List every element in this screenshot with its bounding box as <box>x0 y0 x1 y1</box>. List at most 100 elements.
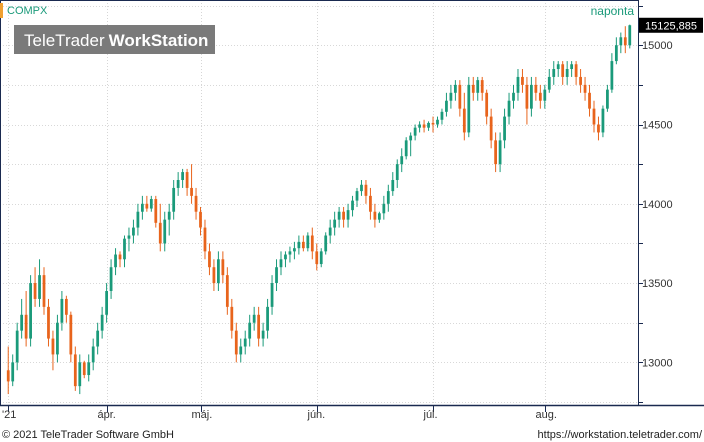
candle-body <box>377 213 381 220</box>
candle-body <box>288 251 292 255</box>
candle-body <box>217 259 220 284</box>
candle-body <box>293 248 296 252</box>
candle-body <box>386 191 390 204</box>
symbol-accent-bar <box>0 3 3 18</box>
candle-body <box>279 259 283 268</box>
candle-body <box>257 314 261 339</box>
candle-body <box>570 64 574 70</box>
candle-body <box>592 108 596 125</box>
candle-body <box>234 330 238 355</box>
candle-body <box>471 84 475 93</box>
candle-body <box>225 275 229 307</box>
candle-body <box>230 306 234 331</box>
candle-body <box>431 122 435 125</box>
candle-body <box>266 306 269 331</box>
candle-body <box>507 100 511 117</box>
candle-body <box>315 251 319 265</box>
candle-body <box>194 195 198 212</box>
candle-body <box>203 227 207 252</box>
candle-body <box>248 322 252 339</box>
candle-body <box>306 235 310 249</box>
candle-body <box>6 370 10 382</box>
candle-body <box>427 122 430 128</box>
candle-body <box>391 180 395 192</box>
candle-body <box>60 298 64 323</box>
candle-body <box>516 76 520 93</box>
candle-body <box>561 64 565 77</box>
candle-body <box>619 37 623 46</box>
candle-body <box>297 241 301 249</box>
candle-body <box>319 251 323 265</box>
candle-body <box>413 127 417 136</box>
y-tick-label: 14500 <box>642 120 673 132</box>
candle-body <box>458 84 462 109</box>
candle-body <box>552 69 556 77</box>
candle-body <box>243 338 247 347</box>
candle-body <box>360 184 363 192</box>
candle-body <box>436 119 439 125</box>
candle-body <box>623 37 627 46</box>
candle-body <box>422 124 426 128</box>
candle-body <box>489 116 493 141</box>
candle-body <box>261 330 265 339</box>
candle-body <box>606 89 609 109</box>
candle-body <box>181 172 185 181</box>
candle-body <box>20 314 24 331</box>
candle-body <box>87 362 91 376</box>
candle-body <box>132 227 135 236</box>
candle-body <box>476 80 480 93</box>
candle-body <box>346 210 350 220</box>
candle-body <box>270 283 274 307</box>
candle-body <box>628 25 632 46</box>
candle-body <box>109 267 113 292</box>
candle-body <box>252 314 256 323</box>
candle-body <box>96 330 100 347</box>
y-tick-label: 14000 <box>642 199 673 211</box>
candle-body <box>190 187 193 196</box>
candle-body <box>140 203 144 212</box>
candle-body <box>51 338 55 355</box>
y-tick-label: 15000 <box>642 40 673 52</box>
candle-body <box>409 135 413 141</box>
x-tick-label: aug. <box>536 409 557 421</box>
candle-body <box>579 76 582 85</box>
candle-body <box>199 211 202 228</box>
candle-body <box>534 84 538 93</box>
candle-body <box>105 291 108 315</box>
candle-body <box>342 211 345 220</box>
candle-body <box>11 362 15 382</box>
grid-lines <box>0 0 638 405</box>
candle-body <box>440 111 444 120</box>
x-tick-label: ápr. <box>98 409 116 421</box>
candle-body <box>373 211 377 220</box>
candle-body <box>494 140 498 165</box>
x-tick-label: máj. <box>192 409 213 421</box>
candle-body <box>364 184 368 196</box>
candle-body <box>82 362 86 376</box>
candle-body <box>404 140 408 157</box>
candle-body <box>212 267 216 284</box>
candle-body <box>351 200 354 211</box>
candle-body <box>480 80 484 93</box>
candle-body <box>284 254 287 260</box>
symbol-label: COMPX <box>7 5 48 17</box>
candle-body <box>136 211 140 228</box>
candle-body <box>485 92 489 117</box>
candle-body <box>149 199 153 209</box>
period-label: naponta <box>591 4 635 18</box>
candle-body <box>172 187 176 212</box>
candle-body <box>601 108 605 133</box>
candle-body <box>47 306 50 339</box>
last-price-box <box>639 17 703 33</box>
y-axis-ticks: 13000 13500 14000 14500 15000 <box>638 6 673 403</box>
candle-body <box>118 254 122 260</box>
candle-body <box>521 76 524 85</box>
candle-body <box>73 354 77 387</box>
candle-body <box>538 92 542 101</box>
candle-body <box>556 64 560 70</box>
candle-body <box>333 219 337 228</box>
footer-url[interactable]: https://workstation.teletrader.com/ <box>538 429 703 441</box>
candle-body <box>583 84 587 93</box>
candle-body <box>503 116 506 141</box>
